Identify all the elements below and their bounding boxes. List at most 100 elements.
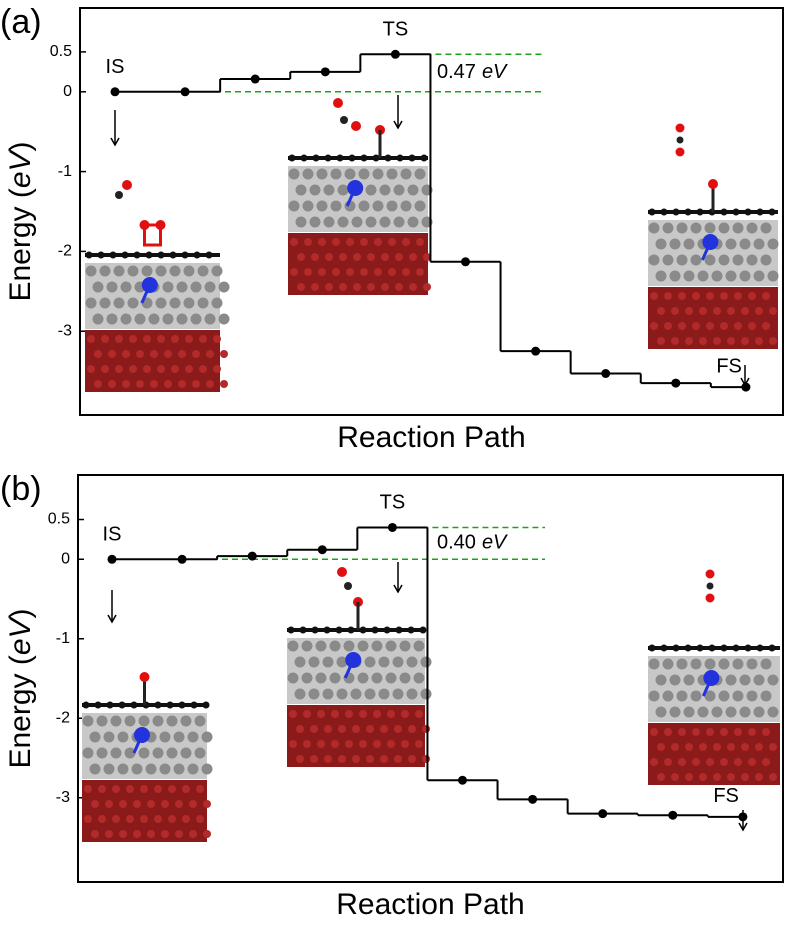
slab-atom [400,200,412,212]
substrate-atom [706,292,714,300]
point-label: FS [716,355,742,377]
carbon-atom [768,644,776,652]
slab-atom [103,731,115,743]
substrate-atom [91,830,99,838]
carbon-atom [288,154,296,162]
slab-atom [127,297,139,309]
slab-atom [99,265,111,277]
slab-atom [697,706,709,718]
slab-atom [322,688,334,700]
substrate-atom [161,800,169,808]
carbon-atom [193,251,201,259]
carbon-atom [696,644,704,652]
slab-atom [655,706,667,718]
carbon-atom [348,154,356,162]
slab-atom [82,747,94,759]
slab-atom [197,265,209,277]
substrate-atom [423,283,431,291]
slab-atom [399,672,411,684]
data-point [668,810,678,820]
substrate-atom [115,335,123,343]
substrate-atom [422,755,430,763]
barrier-annotation: 0.47 eV [437,61,508,83]
substrate-atom [140,785,148,793]
slab-atom [704,222,716,234]
substrate-atom [415,740,423,748]
substrate-atom [734,292,742,300]
y-label-part: ) [4,141,37,151]
slab-atom [92,281,104,293]
y-label-part: Energy ( [4,655,37,768]
y-label-part: ) [4,608,37,618]
substrate-atom [94,380,102,388]
substrate-atom [359,710,367,718]
annotation-unit: eV [482,532,508,554]
substrate-atom [408,755,416,763]
carbon-atom [372,154,380,162]
substrate-atom [769,743,777,751]
substrate-atom [650,728,658,736]
substrate-atom [671,773,679,781]
substrate-atom [741,773,749,781]
substrate-atom [727,337,735,345]
substrate-atom [671,337,679,345]
slab-atom [662,222,674,234]
slab-atom [336,656,348,668]
slab-atom [760,254,772,266]
substrate-atom [318,268,326,276]
slab-atom [662,690,674,702]
substrate-atom [366,755,374,763]
carbon-atom [407,626,415,634]
substrate-atom [150,350,158,358]
slab-atom [648,254,660,266]
slab-atom [159,731,171,743]
carbon-atom [720,644,728,652]
slab-atom [372,168,384,180]
substrate-atom [108,380,116,388]
carbon-atom [323,626,331,634]
carbon-atom [335,626,343,634]
carbon-atom [169,251,177,259]
substrate-atom [168,815,176,823]
carbon-atom [696,208,704,216]
slab-atom [746,254,758,266]
slab-atom [204,281,216,293]
point-label: IS [106,56,125,78]
substrate-atom [699,743,707,751]
slab-atom [120,281,132,293]
slab-atom [414,200,426,212]
substrate-atom [310,725,318,733]
data-point [598,809,608,819]
slab-atom [760,690,772,702]
oxygen-atom [155,220,166,230]
slab-atom [131,763,143,775]
substrate-atom [94,350,102,358]
substrate-atom [126,785,134,793]
slab-atom [414,168,426,180]
slab-atom [113,265,125,277]
slab-atom [337,184,349,196]
carbon-atom [756,208,764,216]
substrate-atom [220,380,228,388]
slab-atom [308,656,320,668]
substrate-atom [387,740,395,748]
slab-atom [218,281,230,293]
substrate-atom [332,268,340,276]
slab-atom [420,656,432,668]
carbon-atom [312,154,320,162]
substrate-atom [706,758,714,766]
point-label: IS [103,524,122,546]
slab-atom [669,238,681,250]
substrate-atom [748,758,756,766]
slab-atom [145,763,157,775]
substrate-atom [339,253,347,261]
substrate-atom [692,322,700,330]
substrate-atom [338,725,346,733]
slab-atom [316,168,328,180]
slab-atom [166,715,178,727]
x-axis-label: Reaction Path [336,888,524,921]
substrate-atom [380,755,388,763]
substrate-atom [734,758,742,766]
substrate-atom [185,365,193,373]
substrate-atom [168,785,176,793]
